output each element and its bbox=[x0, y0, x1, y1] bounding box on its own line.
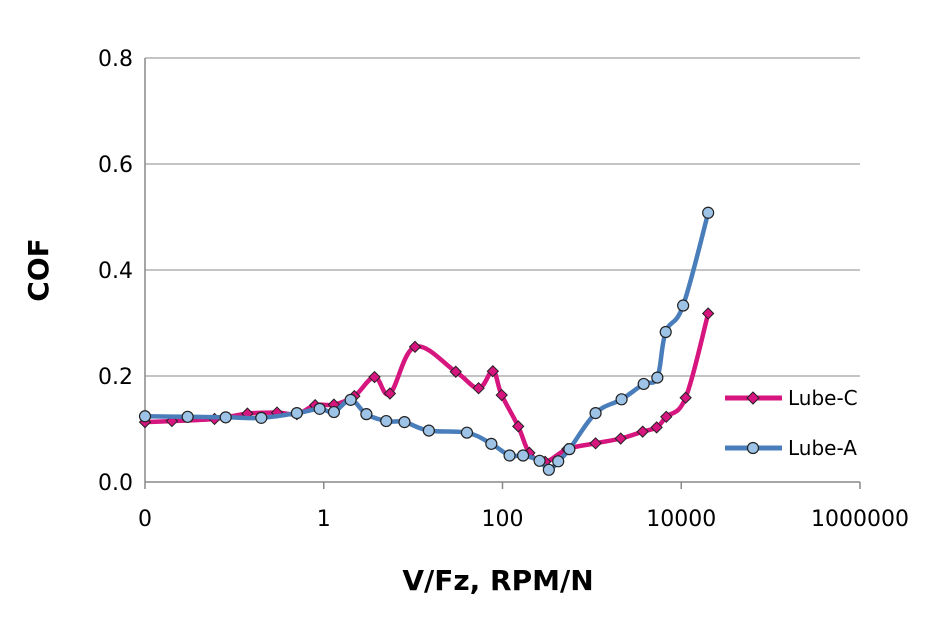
y-tick-label: 0.0 bbox=[98, 471, 133, 496]
data-point-lube-a bbox=[503, 449, 516, 462]
data-point-lube-c bbox=[408, 340, 422, 354]
data-point-lube-a bbox=[516, 449, 530, 462]
data-point-lube-a bbox=[615, 393, 628, 406]
x-tick-label: 10000 bbox=[646, 507, 716, 532]
legend-label-lube-c: Lube-C bbox=[788, 386, 858, 410]
x-tick-labels: 0 1 100 10000 1000000 bbox=[138, 482, 909, 532]
data-point-lube-c bbox=[650, 421, 663, 434]
legend-marker-lube-c bbox=[746, 391, 760, 405]
data-point-lube-c bbox=[701, 307, 715, 320]
data-point-lube-a bbox=[255, 411, 268, 424]
y-tick-label: 0.6 bbox=[98, 153, 133, 178]
data-point-lube-c bbox=[368, 370, 381, 384]
data-point-lube-a bbox=[422, 424, 435, 437]
data-point-lube-c bbox=[383, 387, 397, 400]
data-point-lube-a bbox=[485, 437, 498, 450]
y-tick-label: 0.4 bbox=[98, 259, 133, 284]
data-point-lube-a bbox=[327, 405, 341, 419]
data-point-lube-c bbox=[449, 365, 462, 378]
series-lube-a bbox=[138, 206, 715, 476]
data-point-lube-a bbox=[677, 299, 690, 312]
data-point-lube-a bbox=[398, 416, 411, 429]
x-tick-label: 0 bbox=[138, 507, 152, 532]
legend-marker-lube-a bbox=[746, 441, 760, 455]
y-tick-labels: 0.0 0.2 0.4 0.6 0.8 bbox=[98, 47, 133, 496]
y-axis-title: COF bbox=[22, 238, 55, 301]
data-point-lube-a bbox=[702, 206, 715, 219]
data-point-lube-a bbox=[563, 443, 576, 456]
legend: Lube-C Lube-A bbox=[725, 386, 858, 460]
data-point-lube-a bbox=[589, 407, 602, 420]
data-point-lube-a bbox=[181, 410, 194, 423]
data-point-lube-a bbox=[552, 455, 565, 468]
data-point-lube-a bbox=[460, 426, 474, 439]
data-point-lube-a bbox=[313, 402, 326, 415]
data-point-lube-a bbox=[380, 414, 393, 428]
legend-item-lube-c: Lube-C bbox=[725, 386, 858, 410]
data-point-lube-a bbox=[542, 463, 555, 476]
data-point-lube-c bbox=[660, 410, 673, 424]
data-point-lube-a bbox=[360, 408, 373, 421]
data-point-lube-c bbox=[614, 432, 627, 445]
x-tick-label: 1000000 bbox=[811, 507, 909, 532]
x-tick-label: 1 bbox=[317, 507, 331, 532]
data-point-lube-a bbox=[651, 371, 664, 384]
data-point-lube-a bbox=[533, 454, 546, 467]
series bbox=[138, 206, 715, 476]
data-point-lube-c bbox=[589, 437, 602, 450]
x-axis-title: V/Fz, RPM/N bbox=[402, 564, 593, 597]
x-tick-label: 100 bbox=[482, 507, 524, 532]
gridlines bbox=[145, 57, 860, 377]
data-point-lube-c bbox=[636, 425, 649, 438]
y-tick-label: 0.2 bbox=[98, 365, 133, 390]
legend-item-lube-a: Lube-A bbox=[725, 436, 857, 460]
data-point-lube-a bbox=[659, 325, 672, 339]
data-point-lube-a bbox=[290, 407, 303, 420]
data-point-lube-c bbox=[495, 388, 508, 402]
data-point-lube-a bbox=[219, 411, 232, 424]
y-tick-label: 0.8 bbox=[98, 47, 133, 72]
data-point-lube-c bbox=[472, 381, 485, 395]
legend-label-lube-a: Lube-A bbox=[788, 436, 857, 460]
data-point-lube-c bbox=[512, 420, 525, 433]
data-point-lube-a bbox=[344, 393, 357, 406]
data-point-lube-a bbox=[138, 410, 152, 423]
series-lube-c bbox=[138, 307, 715, 469]
data-point-lube-c bbox=[679, 391, 692, 404]
data-point-lube-c bbox=[486, 365, 500, 378]
data-point-lube-a bbox=[637, 377, 650, 391]
